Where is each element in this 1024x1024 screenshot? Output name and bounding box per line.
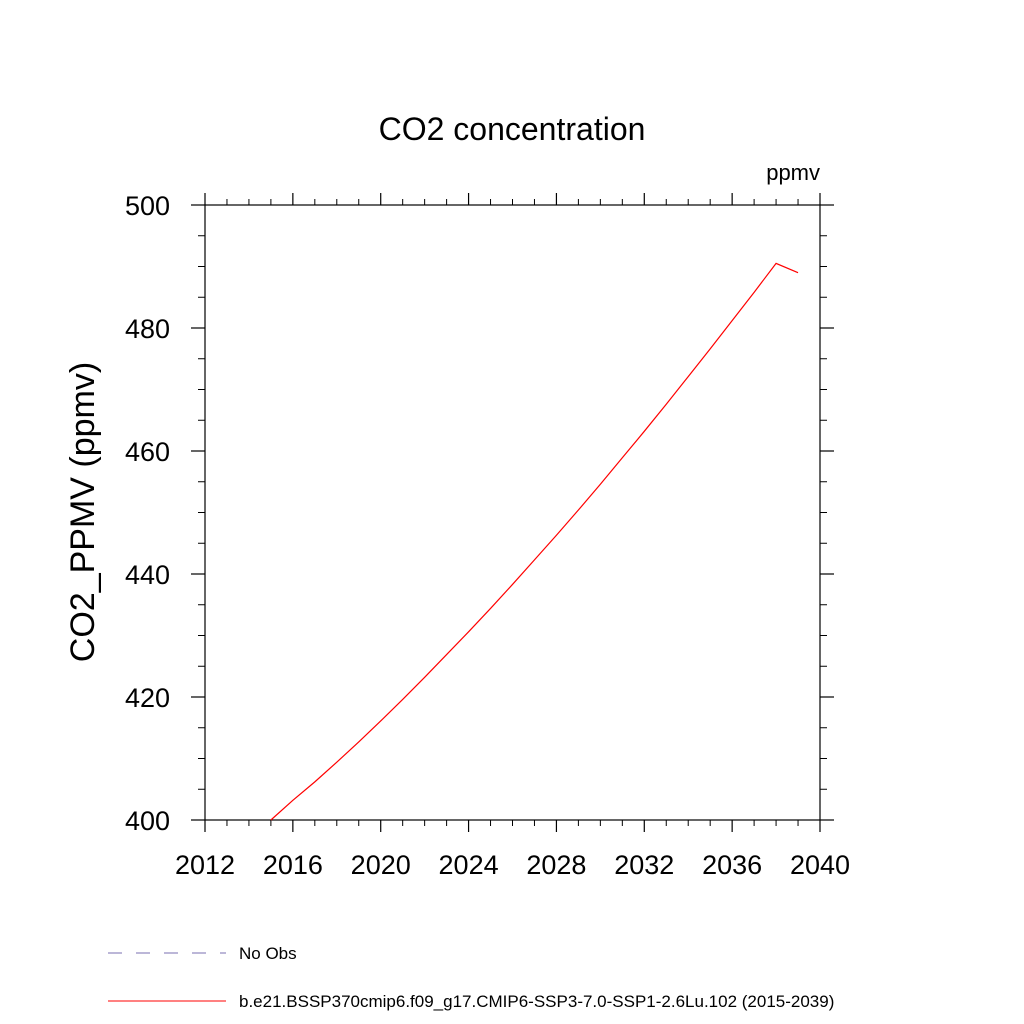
y-tick-label: 400 (125, 806, 170, 836)
y-tick-label: 440 (125, 560, 170, 590)
y-tick-label: 500 (125, 191, 170, 221)
units-label: ppmv (766, 160, 820, 185)
x-tick-label: 2020 (351, 850, 411, 880)
x-tick-label: 2040 (790, 850, 850, 880)
x-tick-label: 2036 (702, 850, 762, 880)
legend: No Obs b.e21.BSSP370cmip6.f09_g17.CMIP6-… (108, 944, 834, 1011)
chart-title: CO2 concentration (379, 111, 646, 147)
series-lines (270, 262, 799, 821)
y-tick-label: 480 (125, 314, 170, 344)
x-tick-label: 2032 (614, 850, 674, 880)
legend-label-model-run: b.e21.BSSP370cmip6.f09_g17.CMIP6-SSP3-7.… (239, 992, 834, 1011)
axis-ticks (191, 193, 834, 832)
x-tick-label: 2024 (439, 850, 499, 880)
x-tick-label: 2012 (175, 850, 235, 880)
y-tick-labels: 400 420 440 460 480 500 (125, 191, 170, 836)
y-tick-label: 460 (125, 437, 170, 467)
legend-label-no-obs: No Obs (239, 944, 297, 963)
x-tick-label: 2028 (526, 850, 586, 880)
y-tick-label: 420 (125, 683, 170, 713)
x-tick-label: 2016 (263, 850, 323, 880)
x-tick-labels: 2012 2016 2020 2024 2028 2032 2036 2040 (175, 850, 850, 880)
series-line-0 (270, 262, 799, 821)
plot-frame (204, 204, 821, 821)
y-axis-label: CO2_PPMV (ppmv) (64, 362, 102, 662)
